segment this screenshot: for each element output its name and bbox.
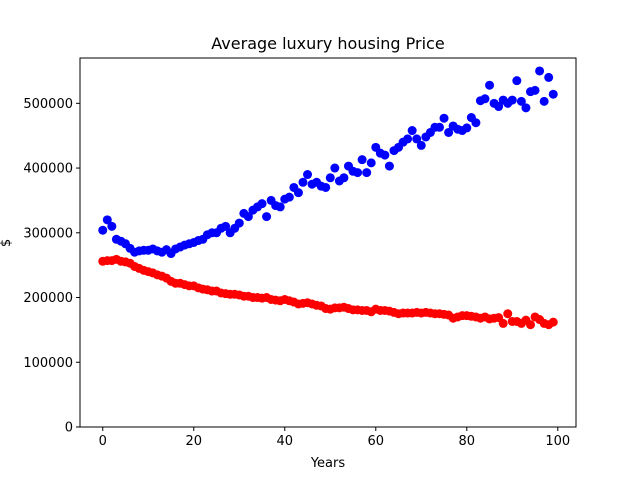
data-point <box>298 177 308 187</box>
y-tick-label: 100000 <box>23 356 73 371</box>
data-point <box>221 221 231 231</box>
x-axis-label: Years <box>310 456 346 471</box>
data-point <box>544 72 554 82</box>
x-tick-label: 100 <box>545 434 570 449</box>
plot-frame <box>79 57 577 428</box>
data-point <box>471 118 481 128</box>
x-tick-label: 60 <box>368 434 385 449</box>
data-point <box>521 103 531 113</box>
data-point <box>503 309 513 319</box>
data-point <box>366 158 376 168</box>
data-point <box>526 320 535 330</box>
data-point <box>321 182 331 192</box>
data-point <box>330 163 340 173</box>
y-tick-label: 200000 <box>23 291 73 306</box>
chart-title: Average luxury housing Price <box>211 34 444 53</box>
data-point <box>444 127 454 137</box>
data-point <box>257 199 267 209</box>
x-tick-label: 20 <box>185 434 202 449</box>
data-point <box>416 140 426 150</box>
data-point <box>102 215 112 225</box>
data-point <box>462 123 472 133</box>
data-point <box>535 66 545 76</box>
data-point <box>284 192 294 202</box>
y-tick-label: 400000 <box>23 162 73 177</box>
data-point <box>494 102 504 112</box>
data-point <box>325 173 335 183</box>
data-point <box>530 85 540 95</box>
data-point <box>407 126 417 136</box>
y-axis-label: $ <box>0 239 14 247</box>
y-tick-label: 0 <box>65 421 73 436</box>
data-point <box>362 168 372 178</box>
data-point <box>548 89 558 99</box>
x-tick-label: 80 <box>459 434 476 449</box>
data-point <box>507 95 517 105</box>
data-point <box>234 218 244 228</box>
data-point <box>293 188 303 198</box>
y-tick-label: 500000 <box>23 97 73 112</box>
data-point <box>439 113 449 123</box>
data-point <box>434 122 444 132</box>
data-point <box>384 161 394 171</box>
data-point <box>98 225 108 235</box>
x-tick-label: 0 <box>99 434 107 449</box>
data-point <box>498 318 508 328</box>
y-tick-label: 300000 <box>23 226 73 241</box>
data-point <box>512 76 522 86</box>
data-point <box>403 134 413 144</box>
data-point <box>480 94 490 104</box>
data-point <box>485 80 495 90</box>
data-point <box>243 212 253 222</box>
data-point <box>107 221 117 231</box>
data-point <box>262 212 272 222</box>
data-point <box>380 150 390 160</box>
data-point <box>412 134 422 144</box>
data-point <box>303 170 313 180</box>
data-point <box>548 317 558 327</box>
data-point <box>357 155 367 165</box>
data-point <box>539 96 549 106</box>
data-point <box>516 96 526 106</box>
data-point <box>275 202 285 212</box>
data-point <box>339 173 349 183</box>
axis-ticks: 0 20 40 60 80 100 0 100000 200000 300000 400000 500… <box>23 97 570 449</box>
x-tick-label: 40 <box>276 434 293 449</box>
data-point <box>353 168 363 178</box>
plot-area <box>98 66 558 330</box>
